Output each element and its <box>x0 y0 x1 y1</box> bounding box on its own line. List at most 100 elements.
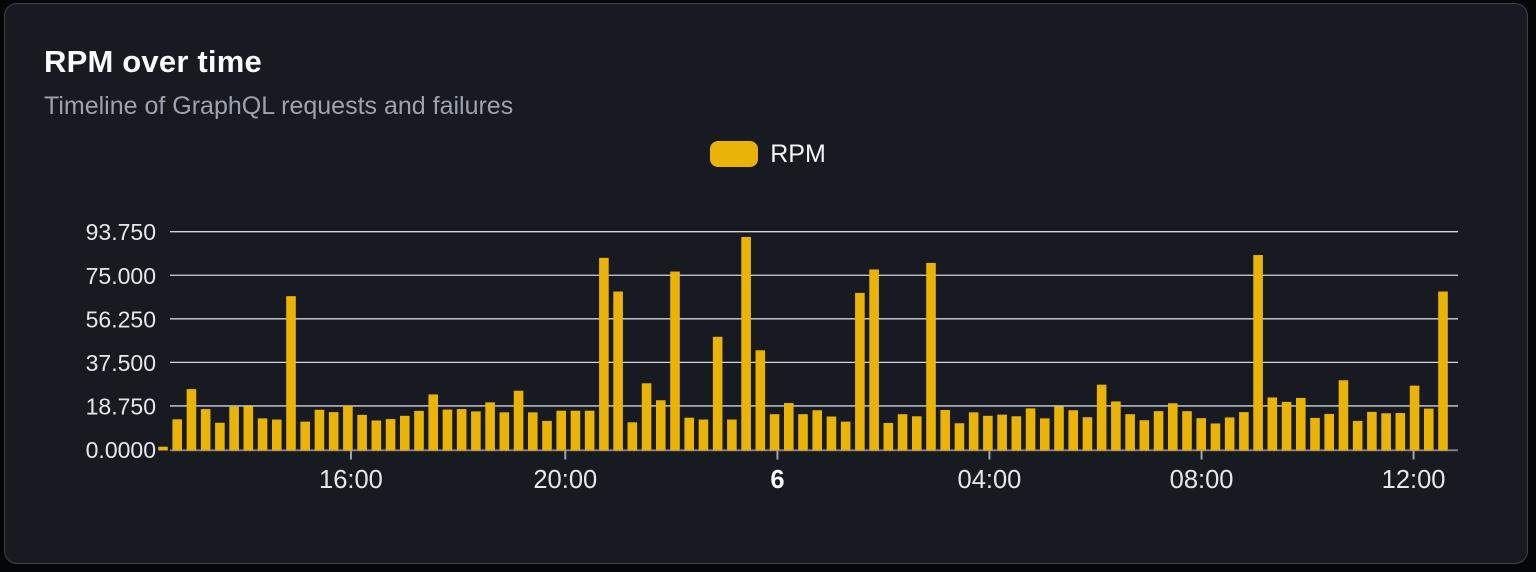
rpm-bar[interactable] <box>584 410 595 451</box>
rpm-bar[interactable] <box>769 414 780 451</box>
rpm-bar[interactable] <box>1224 417 1235 451</box>
rpm-bar[interactable] <box>357 414 367 451</box>
rpm-bar[interactable] <box>471 411 481 451</box>
rpm-bar[interactable] <box>271 419 282 451</box>
y-axis-tick-label: 18.750 <box>86 393 156 419</box>
rpm-bar[interactable] <box>926 262 936 451</box>
rpm-bar[interactable] <box>1196 418 1207 451</box>
rpm-bar[interactable] <box>727 419 737 451</box>
rpm-bar[interactable] <box>485 402 495 451</box>
rpm-bar[interactable] <box>385 419 396 451</box>
rpm-bar[interactable] <box>1395 413 1406 451</box>
rpm-bar[interactable] <box>186 389 197 451</box>
chart-title: RPM over time <box>44 44 262 79</box>
rpm-bar[interactable] <box>1153 411 1164 451</box>
rpm-bar[interactable] <box>1281 401 1292 451</box>
rpm-bar[interactable] <box>1352 420 1363 451</box>
rpm-bar[interactable] <box>442 409 453 451</box>
rpm-bar[interactable] <box>798 414 808 451</box>
rpm-bar[interactable] <box>755 350 766 451</box>
rpm-bar[interactable] <box>428 394 439 451</box>
rpm-bar[interactable] <box>855 292 865 451</box>
rpm-bar[interactable] <box>200 409 211 451</box>
rpm-bar[interactable] <box>1210 423 1221 451</box>
rpm-bar[interactable] <box>158 446 168 451</box>
rpm-bar[interactable] <box>172 419 183 451</box>
rpm-bar[interactable] <box>1409 385 1420 451</box>
rpm-bar[interactable] <box>414 410 424 451</box>
rpm-bar[interactable] <box>1324 413 1335 451</box>
rpm-bar[interactable] <box>1167 403 1178 451</box>
rpm-bar[interactable] <box>1239 412 1249 451</box>
legend-label-rpm: RPM <box>770 139 826 168</box>
rpm-bar[interactable] <box>655 400 666 451</box>
rpm-bar[interactable] <box>599 257 609 451</box>
rpm-bar[interactable] <box>684 417 695 451</box>
rpm-bar[interactable] <box>1082 417 1093 451</box>
y-axis-tick-label: 75.000 <box>86 263 156 289</box>
rpm-bar[interactable] <box>1338 380 1349 451</box>
rpm-bar[interactable] <box>328 412 339 451</box>
rpm-bar[interactable] <box>1025 408 1036 451</box>
rpm-bar[interactable] <box>1253 255 1263 451</box>
rpm-bar[interactable] <box>1438 291 1448 451</box>
rpm-bar[interactable] <box>1182 411 1192 451</box>
legend-item-rpm[interactable]: RPM <box>710 141 826 167</box>
rpm-bar[interactable] <box>527 412 538 451</box>
rpm-bar[interactable] <box>456 409 467 451</box>
rpm-bar[interactable] <box>883 423 894 451</box>
rpm-bar[interactable] <box>1096 384 1107 451</box>
rpm-bar[interactable] <box>1139 420 1150 451</box>
rpm-bar[interactable] <box>513 390 524 451</box>
rpm-bar[interactable] <box>1054 406 1064 451</box>
rpm-bar[interactable] <box>983 415 993 451</box>
rpm-bar[interactable] <box>229 406 239 451</box>
rpm-bar[interactable] <box>712 336 723 451</box>
rpm-bar[interactable] <box>300 421 311 451</box>
rpm-bar[interactable] <box>641 383 652 451</box>
rpm-bar[interactable] <box>783 403 794 451</box>
rpm-bar[interactable] <box>343 405 353 451</box>
rpm-bar[interactable] <box>499 412 510 451</box>
rpm-bar[interactable] <box>1011 416 1022 451</box>
rpm-bar[interactable] <box>570 410 581 451</box>
rpm-bar[interactable] <box>869 269 879 451</box>
rpm-bar[interactable] <box>968 412 979 451</box>
rpm-bar[interactable] <box>371 420 382 451</box>
rpm-bar[interactable] <box>399 415 410 451</box>
y-axis-tick-label: 0.0000 <box>86 437 156 463</box>
rpm-bar[interactable] <box>840 421 851 451</box>
rpm-bar[interactable] <box>1295 397 1306 451</box>
rpm-bar[interactable] <box>1267 397 1278 451</box>
rpm-bar[interactable] <box>670 271 680 451</box>
rpm-bar[interactable] <box>1423 408 1434 451</box>
rpm-bar[interactable] <box>1068 410 1079 451</box>
rpm-bar[interactable] <box>243 406 254 451</box>
rpm-bar[interactable] <box>286 296 296 451</box>
rpm-bar[interactable] <box>215 422 225 451</box>
rpm-bar[interactable] <box>911 416 922 451</box>
rpm-bar[interactable] <box>1125 414 1135 451</box>
rpm-bar[interactable] <box>613 291 623 451</box>
rpm-bar[interactable] <box>1039 418 1050 451</box>
rpm-bar[interactable] <box>1310 417 1320 451</box>
rpm-bar[interactable] <box>997 414 1007 451</box>
rpm-bar[interactable] <box>1367 411 1377 451</box>
rpm-bar[interactable] <box>542 420 552 451</box>
rpm-bar[interactable] <box>741 236 751 451</box>
rpm-bar[interactable] <box>897 414 908 451</box>
rpm-bar[interactable] <box>698 419 709 451</box>
rpm-bar[interactable] <box>257 418 268 451</box>
rpm-bar[interactable] <box>812 410 823 451</box>
rpm-bar[interactable] <box>556 410 567 451</box>
legend: RPM <box>0 141 1536 167</box>
rpm-bar[interactable] <box>940 410 951 451</box>
rpm-bar[interactable] <box>826 416 837 451</box>
rpm-bar[interactable] <box>627 422 638 451</box>
rpm-bar[interactable] <box>1111 401 1121 451</box>
x-axis-tick-label: 20:00 <box>533 466 597 494</box>
chart-subtitle: Timeline of GraphQL requests and failure… <box>44 92 514 120</box>
rpm-bar[interactable] <box>314 409 325 451</box>
rpm-bar[interactable] <box>1381 413 1391 451</box>
rpm-bar[interactable] <box>954 423 965 451</box>
